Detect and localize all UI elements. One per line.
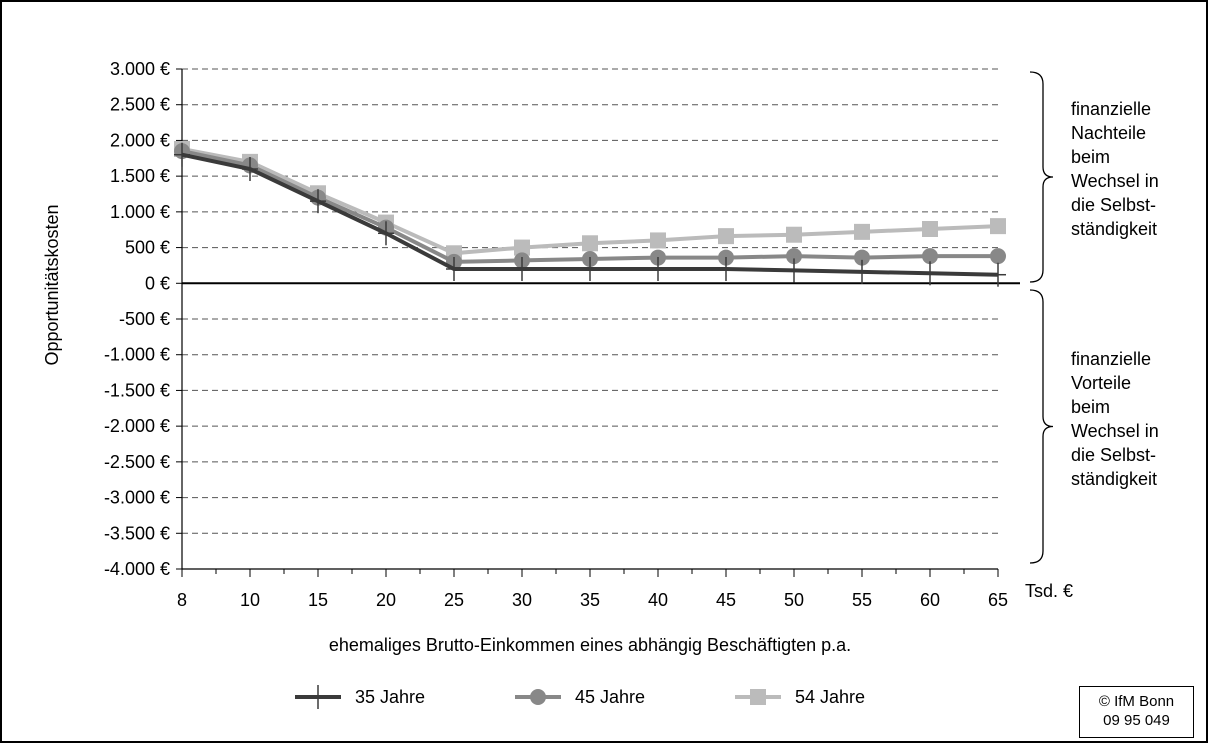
annotation-line: beim (1071, 147, 1110, 167)
legend-item: 35 Jahre (295, 685, 425, 709)
data-point (854, 223, 870, 240)
annotation-line: finanzielle (1071, 99, 1151, 119)
x-tick-label: 45 (716, 590, 736, 610)
x-axis-ticks: 8 10 15 20 25 30 35 40 45 50 55 60 65 (177, 569, 1008, 610)
annotation-line: ständigkeit (1071, 469, 1157, 489)
copyright-line2: 09 95 049 (1103, 712, 1170, 729)
data-point (446, 257, 462, 281)
data-point (990, 218, 1006, 235)
series-54-jahre (174, 141, 1006, 262)
legend-label: 35 Jahre (355, 687, 425, 707)
annotation-line: Vorteile (1071, 373, 1131, 393)
data-point (990, 248, 1006, 265)
annotation-line: Nachteile (1071, 123, 1146, 143)
y-tick-label: -3.500 € (104, 523, 170, 543)
legend-label: 54 Jahre (795, 687, 865, 707)
legend-marker (530, 689, 546, 705)
data-point (922, 248, 938, 265)
x-axis-label: ehemaliges Brutto-Einkommen eines abhäng… (329, 635, 851, 655)
annotation-line: ständigkeit (1071, 219, 1157, 239)
legend-marker (750, 689, 766, 705)
x-tick-label: 65 (988, 590, 1008, 610)
data-point (650, 257, 666, 281)
data-point (718, 228, 734, 245)
legend-item: 54 Jahre (735, 687, 865, 707)
x-tick-label: 40 (648, 590, 668, 610)
legend-marker (310, 685, 326, 709)
data-point (514, 239, 530, 256)
data-point (718, 257, 734, 281)
y-tick-label: -3.000 € (104, 488, 170, 508)
y-tick-label: -500 € (119, 309, 170, 329)
data-point (854, 249, 870, 266)
legend-item: 45 Jahre (515, 687, 645, 707)
y-tick-label: 0 € (145, 273, 170, 293)
annotation-lower: finanzielle Vorteile beim Wechsel in die Sel… (1071, 349, 1159, 489)
annotation-line: Wechsel in (1071, 171, 1159, 191)
legend: 35 Jahre 45 Jahre 54 Jahre (295, 685, 865, 709)
data-point (242, 157, 258, 181)
x-tick-label: 35 (580, 590, 600, 610)
data-point (786, 258, 802, 283)
legend-label: 45 Jahre (575, 687, 645, 707)
series-35-jahre (174, 142, 1006, 287)
y-tick-label: -2.500 € (104, 452, 170, 472)
y-tick-label: 2.500 € (110, 95, 170, 115)
data-point (514, 257, 530, 281)
x-tick-label: 60 (920, 590, 940, 610)
y-tick-label: 3.000 € (110, 59, 170, 79)
brace-lower (1029, 289, 1054, 564)
data-point (378, 221, 394, 246)
data-point (990, 262, 1006, 287)
y-tick-label: -4.000 € (104, 559, 170, 579)
y-tick-label: -2.000 € (104, 416, 170, 436)
copyright-line1: © IfM Bonn (1098, 693, 1175, 710)
data-point (786, 226, 802, 243)
annotation-line: beim (1071, 397, 1110, 417)
gridlines (182, 68, 998, 534)
x-tick-label: 8 (177, 590, 187, 610)
data-point (310, 189, 326, 214)
annotation-line: die Selbst- (1071, 195, 1156, 215)
data-point (582, 235, 598, 252)
x-tick-label: 30 (512, 590, 532, 610)
annotation-line: finanzielle (1071, 349, 1151, 369)
data-point (650, 232, 666, 249)
data-point (922, 261, 938, 286)
annotation-line: Wechsel in (1071, 421, 1159, 441)
x-tick-label: 10 (240, 590, 260, 610)
copyright-box: © IfM Bonn 09 95 049 (1079, 686, 1194, 738)
y-tick-label: 1.000 € (110, 202, 170, 222)
x-tick-label: 25 (444, 590, 464, 610)
x-tick-label: 50 (784, 590, 804, 610)
data-point (582, 257, 598, 281)
y-tick-label: 2.000 € (110, 130, 170, 150)
y-axis-ticks: 3.000 € 2.500 € 2.000 € 1.500 € 1.000 € 500 €… (104, 59, 182, 579)
y-tick-label: -1.500 € (104, 380, 170, 400)
x-tick-label: 20 (376, 590, 396, 610)
series-group (174, 141, 1006, 287)
y-tick-label: 500 € (125, 238, 170, 258)
annotation-upper: finanzielle Nachteile beim Wechsel in die Se… (1071, 99, 1159, 239)
data-point (922, 221, 938, 237)
x-unit-label: Tsd. € (1025, 581, 1073, 601)
data-point (174, 142, 190, 167)
y-tick-label: 1.500 € (110, 166, 170, 186)
data-point (854, 259, 870, 284)
y-axis-label: Opportunitätskosten (42, 204, 62, 365)
brace-upper (1029, 71, 1054, 283)
x-tick-label: 55 (852, 590, 872, 610)
data-point (786, 248, 802, 265)
annotation-line: die Selbst- (1071, 445, 1156, 465)
y-tick-label: -1.000 € (104, 345, 170, 365)
x-tick-label: 15 (308, 590, 328, 610)
annotation-braces: finanzielle Nachteile beim Wechsel in die Se… (1029, 71, 1159, 564)
